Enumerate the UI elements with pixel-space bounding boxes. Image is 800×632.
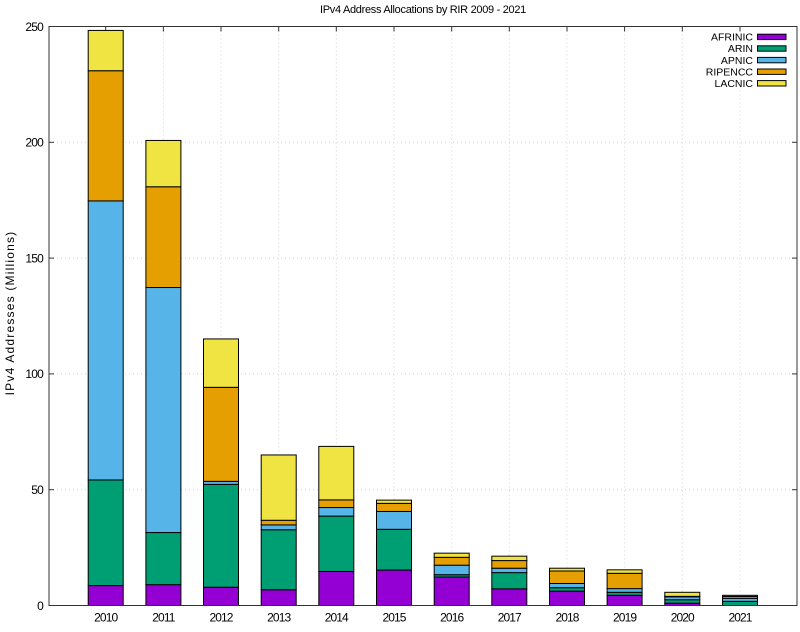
- svg-text:2012: 2012: [209, 611, 233, 625]
- svg-text:250: 250: [25, 20, 44, 34]
- svg-text:2011: 2011: [152, 611, 175, 625]
- svg-text:2013: 2013: [267, 611, 291, 625]
- svg-text:2015: 2015: [382, 611, 406, 625]
- svg-text:50: 50: [31, 483, 44, 497]
- svg-text:2021: 2021: [728, 611, 752, 625]
- svg-text:2016: 2016: [440, 611, 464, 625]
- svg-text:2014: 2014: [325, 611, 349, 625]
- svg-text:RIPENCC: RIPENCC: [706, 66, 754, 78]
- svg-text:2010: 2010: [94, 611, 118, 625]
- svg-text:2020: 2020: [671, 611, 695, 625]
- svg-text:150: 150: [25, 251, 44, 265]
- svg-text:2017: 2017: [498, 611, 522, 625]
- svg-text:LACNIC: LACNIC: [714, 78, 753, 90]
- svg-text:200: 200: [25, 136, 44, 150]
- svg-text:APNIC: APNIC: [721, 55, 754, 67]
- svg-text:IPv4 Address Allocations by RI: IPv4 Address Allocations by RIR 2009 - 2…: [320, 4, 526, 16]
- svg-text:IPv4 Addresses (Millions): IPv4 Addresses (Millions): [3, 231, 17, 396]
- svg-text:2018: 2018: [555, 611, 579, 625]
- svg-text:AFRINIC: AFRINIC: [711, 32, 753, 44]
- svg-text:2019: 2019: [613, 611, 637, 625]
- svg-text:ARIN: ARIN: [728, 43, 753, 55]
- svg-text:100: 100: [25, 367, 44, 381]
